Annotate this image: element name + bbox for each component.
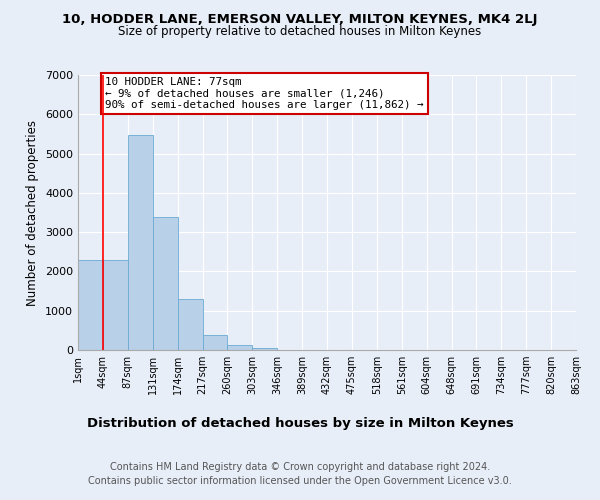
- Bar: [78, 260, 103, 350]
- Text: 10 HODDER LANE: 77sqm
← 9% of detached houses are smaller (1,246)
90% of semi-de: 10 HODDER LANE: 77sqm ← 9% of detached h…: [106, 77, 424, 110]
- Text: Contains HM Land Registry data © Crown copyright and database right 2024.
Contai: Contains HM Land Registry data © Crown c…: [88, 462, 512, 486]
- Bar: [203, 335, 227, 350]
- Bar: [227, 345, 253, 350]
- Y-axis label: Number of detached properties: Number of detached properties: [26, 120, 40, 306]
- Text: 10, HODDER LANE, EMERSON VALLEY, MILTON KEYNES, MK4 2LJ: 10, HODDER LANE, EMERSON VALLEY, MILTON …: [62, 12, 538, 26]
- Bar: [128, 134, 153, 350]
- Bar: [253, 348, 277, 350]
- Text: Size of property relative to detached houses in Milton Keynes: Size of property relative to detached ho…: [118, 25, 482, 38]
- Bar: [152, 217, 178, 350]
- Text: Distribution of detached houses by size in Milton Keynes: Distribution of detached houses by size …: [86, 418, 514, 430]
- Bar: [178, 300, 203, 350]
- Bar: [103, 260, 128, 350]
